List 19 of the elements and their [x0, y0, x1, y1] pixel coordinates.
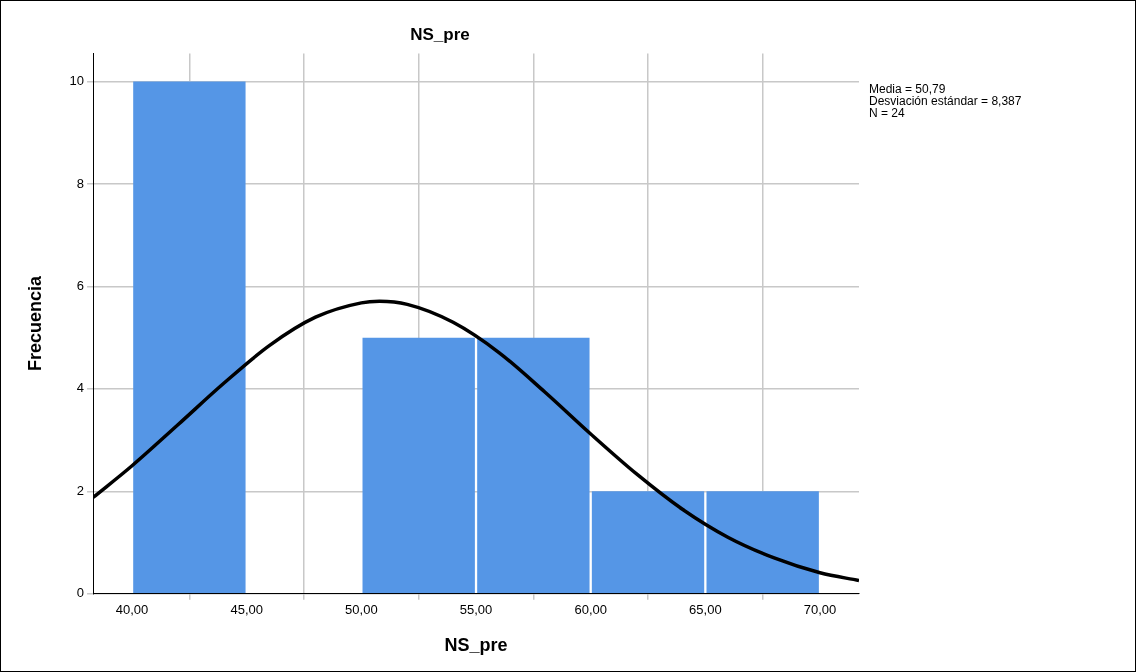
y-axis-title: Frecuencia — [24, 275, 45, 372]
x-tick-label: 55,00 — [459, 602, 493, 618]
x-axis-title: NS_pre — [444, 635, 508, 656]
text: N = 24 — [869, 105, 906, 120]
text: Media = 50,79 — [869, 81, 946, 96]
y-tick-label: 8 — [76, 175, 85, 191]
x-tick-label: 70,00 — [803, 602, 837, 618]
y-tick-label: 10 — [69, 73, 85, 89]
text: Desviación estándar = 8,387 — [869, 93, 1022, 108]
x-tick-label: 60,00 — [574, 602, 607, 618]
x-tick-label: 40,00 — [115, 602, 149, 618]
x-tick-label: 50,00 — [345, 602, 378, 618]
x-tick-label: 45,00 — [230, 602, 263, 618]
y-tick-label: 2 — [76, 482, 85, 498]
y-tick-label: 0 — [76, 585, 85, 601]
y-tick-label: 6 — [76, 278, 85, 294]
y-tick-label: 4 — [76, 380, 85, 396]
chart-title: NS_pre — [410, 24, 470, 44]
x-tick-label: 65,00 — [689, 602, 722, 618]
